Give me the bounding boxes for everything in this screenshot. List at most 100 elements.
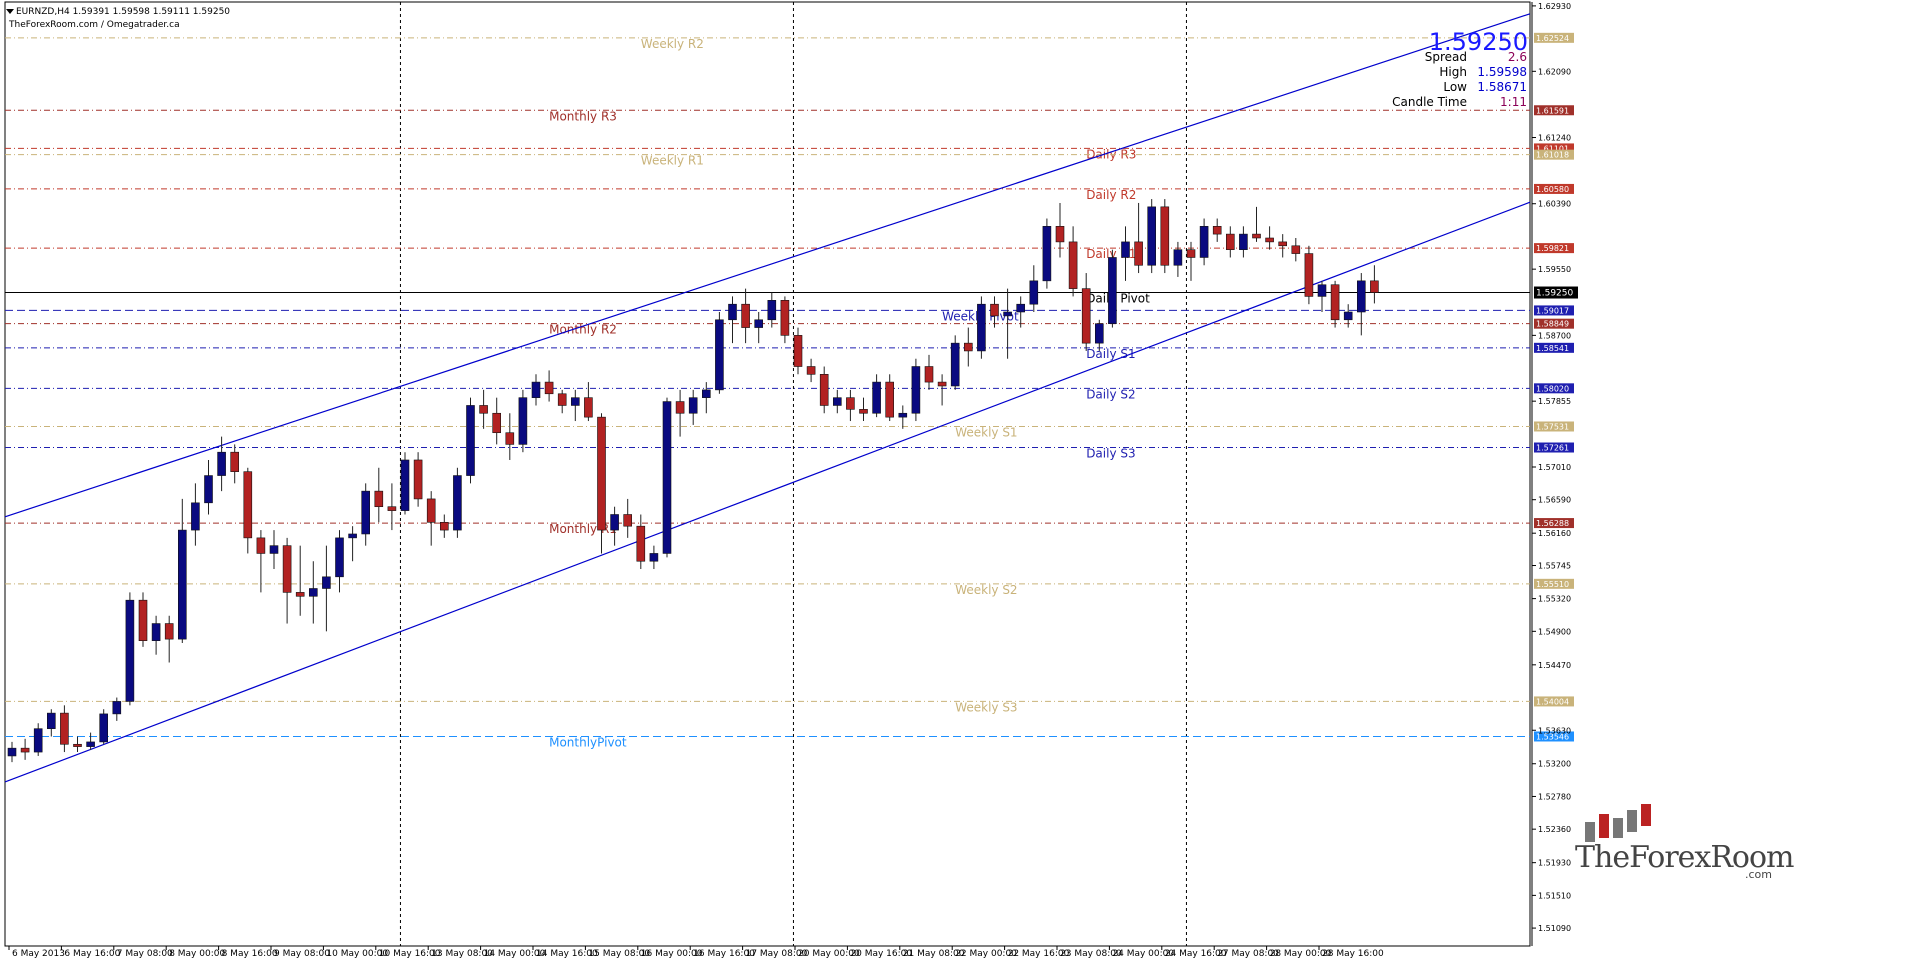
- level-label: Daily Pivot: [1086, 292, 1150, 306]
- candle-body: [164, 623, 174, 640]
- candle-body: [374, 490, 384, 508]
- low-label: Low: [1443, 80, 1467, 94]
- candle-body: [754, 319, 764, 328]
- x-tick-label: 7 May 08:00: [117, 949, 173, 958]
- candle-body: [138, 599, 148, 641]
- level-price-tag: [1534, 105, 1574, 116]
- y-tick-label: 1.56160: [1538, 529, 1571, 538]
- candle-body: [715, 319, 724, 391]
- chart-menu-icon[interactable]: [6, 9, 14, 14]
- candle-body: [1239, 233, 1248, 250]
- candle-body: [741, 303, 750, 328]
- high-value: 1.59598: [1477, 65, 1527, 79]
- candle-body: [911, 366, 921, 414]
- candle-body: [832, 397, 842, 406]
- x-tick-label: 27 May 08:00: [1217, 949, 1279, 958]
- candle-body: [112, 701, 122, 715]
- x-tick-label: 20 May 16:00: [850, 949, 912, 958]
- level-label: Weekly S3: [955, 700, 1017, 714]
- candle-body: [1016, 303, 1026, 313]
- level-price-tag: [1534, 149, 1574, 160]
- y-tick-label: 1.62090: [1538, 67, 1571, 76]
- x-tick-label: 21 May 08:00: [903, 949, 965, 958]
- level-price-tag: [1534, 183, 1574, 194]
- candle-body: [1278, 241, 1287, 247]
- logo-bars-icon: [1585, 804, 1651, 842]
- level-price-tag-text: 1.56288: [1536, 519, 1569, 528]
- candle-body: [1199, 226, 1209, 258]
- x-tick-label: 10 May 00:00: [326, 949, 388, 958]
- level-price-tag: [1534, 578, 1574, 589]
- x-tick-label: 8 May 00:00: [169, 949, 225, 958]
- candle-body: [1357, 280, 1366, 313]
- y-tick-label: 1.55320: [1538, 595, 1571, 604]
- level-label: Monthly R3: [549, 109, 617, 123]
- candle-body: [701, 389, 711, 398]
- level-label: Daily S1: [1086, 347, 1135, 361]
- candle-body: [1252, 233, 1261, 239]
- y-tick-label: 1.58700: [1538, 331, 1571, 340]
- level-price-tag: [1534, 342, 1574, 353]
- candle-body: [125, 599, 135, 702]
- y-tick-label: 1.54470: [1538, 661, 1571, 670]
- candle-body: [204, 475, 213, 504]
- candle-body: [1147, 206, 1156, 266]
- level-price-tag: [1534, 442, 1574, 453]
- candle-body: [977, 303, 986, 352]
- candle-body: [531, 381, 541, 398]
- x-tick-label: 8 May 16:00: [222, 949, 278, 958]
- candle-body: [780, 300, 790, 336]
- candle-body: [492, 412, 502, 434]
- y-tick-label: 1.59550: [1538, 265, 1571, 274]
- level-price-tag-text: 1.59017: [1536, 306, 1569, 315]
- candle-body: [1121, 241, 1130, 258]
- level-label: Daily S3: [1086, 447, 1135, 461]
- x-tick-label: 14 May 00:00: [484, 949, 546, 958]
- level-price-tag: [1534, 32, 1574, 43]
- candle-body: [819, 374, 829, 406]
- x-tick-label: 14 May 16:00: [536, 949, 598, 958]
- y-tick-label: 1.51090: [1538, 924, 1571, 933]
- candle-body: [322, 576, 331, 589]
- level-price-tag-text: 1.62524: [1536, 34, 1569, 43]
- candle-body: [1081, 288, 1091, 344]
- candle-body: [1370, 280, 1379, 293]
- candle-body: [610, 514, 619, 531]
- x-tick-label: 10 May 16:00: [379, 949, 441, 958]
- candle-body: [1186, 249, 1196, 258]
- level-price-tag: [1534, 383, 1574, 394]
- x-tick-label: 23 May 08:00: [1060, 949, 1122, 958]
- x-tick-label: 17 May 08:00: [746, 949, 808, 958]
- candle-body: [1029, 280, 1039, 305]
- level-label: Daily R2: [1086, 188, 1136, 202]
- candle-body: [256, 537, 266, 554]
- y-tick-label: 1.57010: [1538, 463, 1571, 472]
- candle-body: [479, 405, 488, 414]
- level-price-tag-text: 1.61591: [1536, 106, 1569, 115]
- candle-body: [178, 529, 187, 640]
- candle-body: [1134, 241, 1143, 266]
- candle-body: [1003, 311, 1012, 317]
- candle-body: [230, 451, 239, 472]
- y-tick-label: 1.61240: [1538, 134, 1571, 143]
- y-tick-label: 1.60390: [1538, 200, 1571, 209]
- level-price-tag: [1534, 518, 1574, 529]
- candle-body: [937, 381, 947, 387]
- level-label: Daily S2: [1086, 387, 1135, 401]
- x-tick-label: 24 May 16:00: [1165, 949, 1227, 958]
- level-price-tag: [1534, 696, 1574, 707]
- candle-body: [623, 514, 633, 527]
- level-price-tag: [1534, 143, 1574, 154]
- candle-body: [191, 502, 200, 531]
- current-price-tag: [1534, 286, 1578, 299]
- y-tick-label: 1.51510: [1538, 891, 1571, 900]
- low-value: 1.58671: [1477, 80, 1527, 94]
- x-tick-label: 28 May 16:00: [1322, 949, 1384, 958]
- candle-body: [505, 432, 515, 445]
- candle-body: [361, 490, 371, 535]
- candle-body: [1330, 284, 1340, 321]
- bid-price: 1.59250: [1428, 28, 1528, 56]
- candle-body: [518, 397, 528, 445]
